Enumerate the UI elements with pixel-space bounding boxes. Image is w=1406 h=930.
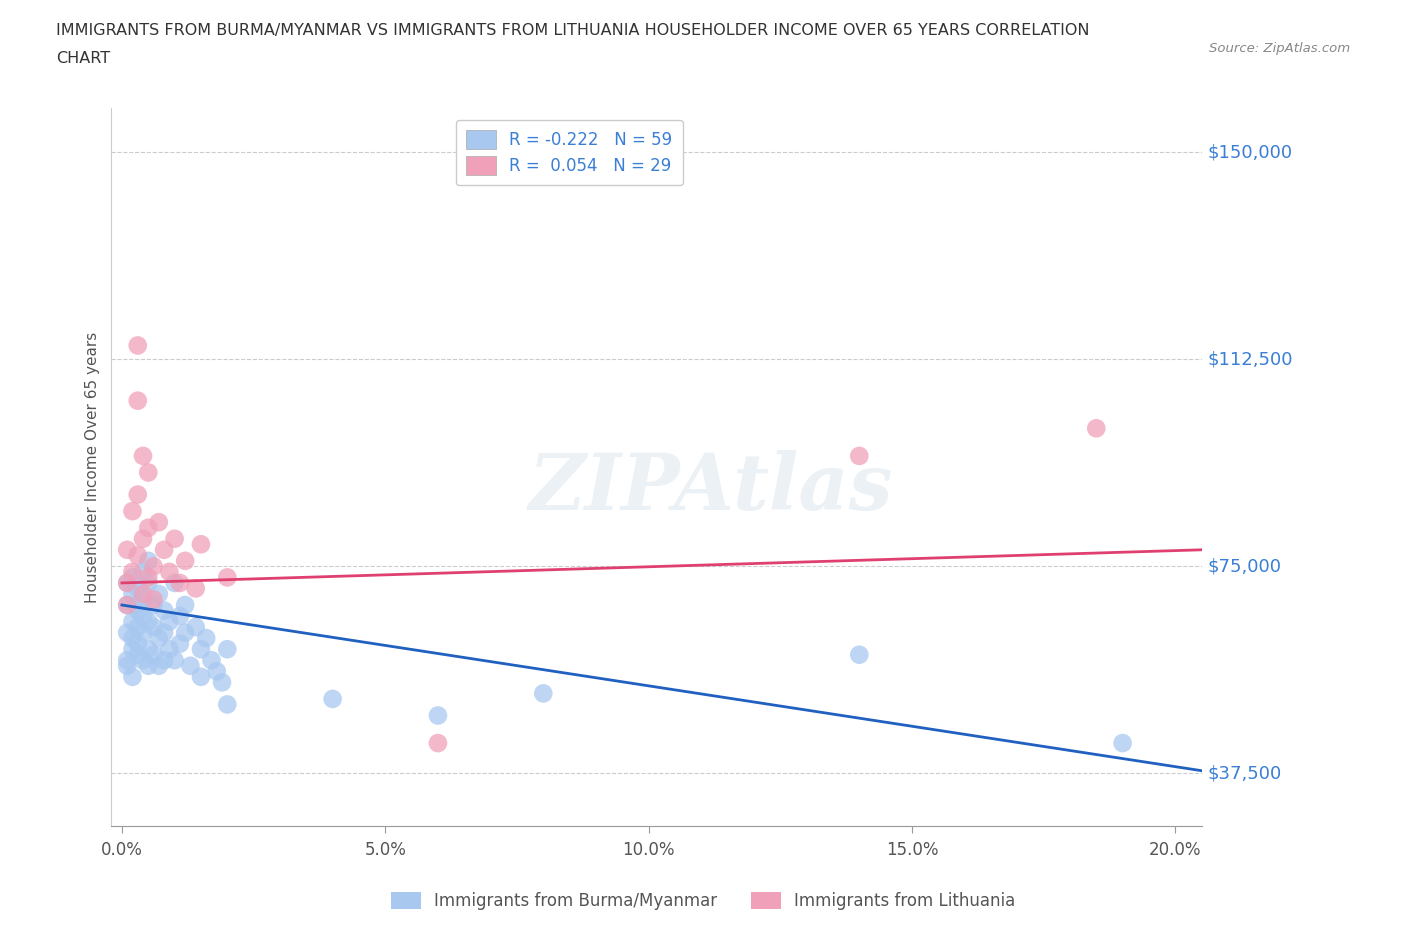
Point [163,576,186,591]
Point [132,448,155,463]
Point [132,592,155,607]
Text: IMMIGRANTS FROM BURMA/MYANMAR VS IMMIGRANTS FROM LITHUANIA HOUSEHOLDER INCOME OV: IMMIGRANTS FROM BURMA/MYANMAR VS IMMIGRA… [56,23,1090,38]
Point [127,548,149,563]
Point [136,658,159,673]
Point [127,619,149,634]
Point [136,642,159,657]
Point [142,619,165,634]
Legend: Immigrants from Burma/Myanmar, Immigrants from Lithuania: Immigrants from Burma/Myanmar, Immigrant… [384,885,1022,917]
Point [127,393,149,408]
Point [184,619,207,634]
Point [200,653,222,668]
Point [157,565,180,579]
Point [163,653,186,668]
Point [136,576,159,591]
Point [148,587,170,602]
Point [205,664,228,679]
Point [148,631,170,645]
Point [121,614,143,629]
Point [115,598,138,613]
Point [132,653,155,668]
Point [531,686,554,701]
Point [121,570,143,585]
Point [142,592,165,607]
Text: $150,000: $150,000 [1208,143,1292,161]
Point [848,647,870,662]
Point [153,625,176,640]
Point [127,647,149,662]
Point [195,631,218,645]
Text: $75,000: $75,000 [1208,557,1281,576]
Point [136,614,159,629]
Point [127,338,149,352]
Text: CHART: CHART [56,51,110,66]
Point [184,581,207,596]
Point [169,608,191,623]
Point [190,670,212,684]
Point [169,636,191,651]
Point [217,697,239,711]
Point [132,608,155,623]
Point [132,565,155,579]
Point [115,658,138,673]
Legend: R = -0.222   N = 59, R =  0.054   N = 29: R = -0.222 N = 59, R = 0.054 N = 29 [456,120,682,185]
Point [115,625,138,640]
Point [121,504,143,519]
Point [132,587,155,602]
Point [153,653,176,668]
Point [115,598,138,613]
Point [174,598,197,613]
Point [121,631,143,645]
Point [121,565,143,579]
Point [121,670,143,684]
Text: $37,500: $37,500 [1208,764,1281,782]
Point [148,514,170,529]
Point [136,520,159,535]
Point [190,642,212,657]
Point [127,581,149,596]
Point [153,604,176,618]
Point [136,465,159,480]
Point [163,531,186,546]
Text: ZIPAtlas: ZIPAtlas [529,450,893,526]
Point [174,625,197,640]
Text: $112,500: $112,500 [1208,351,1292,368]
Point [142,647,165,662]
Point [142,598,165,613]
Point [217,570,239,585]
Point [169,576,191,591]
Point [848,448,870,463]
Point [142,559,165,574]
Point [132,625,155,640]
Point [132,531,155,546]
Point [115,542,138,557]
Point [121,642,143,657]
Point [136,553,159,568]
Point [148,658,170,673]
Point [174,553,197,568]
Point [157,642,180,657]
Point [153,542,176,557]
Text: Source: ZipAtlas.com: Source: ZipAtlas.com [1209,42,1350,55]
Point [322,692,344,707]
Point [211,675,233,690]
Point [157,614,180,629]
Point [127,598,149,613]
Point [179,658,201,673]
Point [136,570,159,585]
Point [426,708,449,723]
Point [121,587,143,602]
Y-axis label: Householder Income Over 65 years: Householder Income Over 65 years [86,331,100,603]
Point [127,604,149,618]
Point [1085,421,1108,436]
Point [190,537,212,551]
Point [115,576,138,591]
Point [115,576,138,591]
Point [127,487,149,502]
Point [115,653,138,668]
Point [426,736,449,751]
Point [1111,736,1133,751]
Point [217,642,239,657]
Point [127,636,149,651]
